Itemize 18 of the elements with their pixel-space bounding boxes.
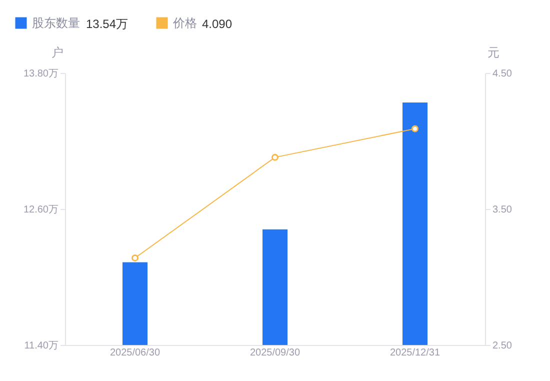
point — [132, 254, 138, 262]
y2-tick-label: 3.50 — [492, 204, 512, 216]
y2-axis-title: 元 — [488, 46, 500, 60]
legend-label: 股东数量 — [32, 16, 80, 30]
point — [272, 154, 278, 161]
y-tick-label: 13.80万 — [23, 68, 58, 80]
y2-tick-label: 2.50 — [492, 340, 512, 352]
y-axis-title: 户 — [52, 46, 64, 60]
x-tick-label: 2025/12/31 — [390, 348, 440, 358]
legend-label: 价格 — [172, 16, 197, 30]
y-tick-label: 12.60万 — [23, 204, 58, 216]
y2-tick-label: 4.50 — [492, 68, 512, 80]
text: 4.090 — [202, 17, 232, 31]
point — [412, 125, 418, 132]
y-tick-label: 11.40万 — [24, 340, 58, 352]
x-tick-label: 2025/06/30 — [110, 348, 160, 358]
text: 13.54万 — [86, 17, 128, 31]
x-tick-label: 2025/09/30 — [250, 348, 300, 358]
